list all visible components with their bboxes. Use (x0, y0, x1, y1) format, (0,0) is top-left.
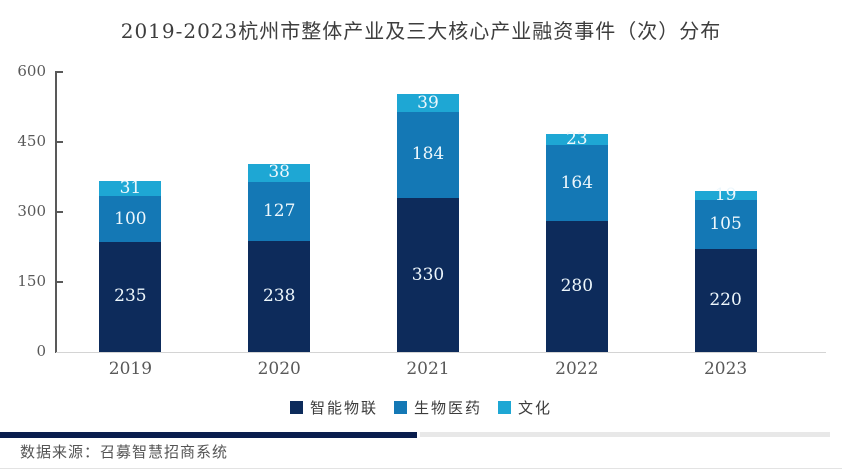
y-axis-tick (56, 71, 63, 73)
footer-divider-navy (0, 432, 417, 438)
legend-item: 文化 (498, 397, 552, 418)
bar-segment: 220 (694, 249, 757, 352)
bottom-hairline (0, 468, 842, 469)
bar-value-label: 127 (262, 200, 296, 221)
y-tick-label: 0 (36, 342, 46, 360)
legend-swatch (498, 401, 511, 414)
bar-segment: 105 (694, 200, 757, 250)
y-axis-tick (56, 281, 63, 283)
bar-segment: 184 (397, 112, 459, 198)
x-category-label: 2021 (406, 359, 450, 379)
bar-value-label: 39 (417, 92, 439, 113)
y-tick-label: 450 (17, 132, 46, 150)
bar-value-label: 164 (560, 172, 594, 193)
legend-swatch (393, 401, 407, 414)
x-category-label: 2020 (257, 359, 301, 379)
bar-segment: 19 (694, 185, 757, 206)
x-category-label: 2019 (108, 359, 153, 379)
legend-label: 生物医药 (413, 399, 482, 417)
bar-value-label: 23 (565, 129, 588, 150)
bar-value-label: 38 (268, 161, 290, 182)
legend-item: 智能物联 (289, 397, 378, 418)
footer-divider-gray (420, 432, 830, 437)
bar-value-label: 280 (560, 276, 594, 297)
y-axis-tick (56, 211, 63, 213)
bar-segment: 164 (545, 144, 608, 222)
bar-segment: 238 (248, 240, 311, 352)
bar-segment: 38 (248, 161, 311, 182)
y-axis-tick (56, 141, 63, 143)
bar-value-label: 238 (262, 285, 296, 306)
x-category-label: 2023 (703, 359, 748, 379)
y-tick-label: 600 (17, 62, 46, 80)
bar-segment: 235 (99, 242, 162, 352)
bar-segment: 39 (397, 94, 459, 112)
bar-value-label: 184 (411, 144, 445, 165)
bar-segment: 23 (545, 129, 608, 150)
bar-value-label: 330 (411, 265, 445, 285)
bar-segment: 31 (99, 178, 162, 199)
bar-value-label: 19 (714, 185, 737, 206)
legend-swatch (289, 401, 303, 414)
x-category-label: 2022 (555, 359, 599, 379)
source-note: 数据来源：召募智慧招商系统 (20, 443, 229, 461)
bar-segment: 127 (248, 181, 311, 241)
bar-value-label: 235 (114, 286, 147, 307)
x-axis-baseline (56, 352, 826, 353)
legend-item: 生物医药 (393, 397, 482, 418)
bar-segment: 280 (545, 221, 608, 352)
bar-segment: 330 (397, 198, 459, 352)
legend-label: 文化 (518, 399, 553, 417)
chart-title: 2019-2023杭州市整体产业及三大核心产业融资事件（次）分布 (120, 19, 722, 43)
legend-label: 智能物联 (309, 399, 378, 417)
bar-value-label: 220 (709, 290, 742, 311)
legend: 智能物联 生物医药 文化 (0, 397, 842, 418)
bar-value-label: 105 (709, 214, 742, 235)
bar-segment: 100 (99, 195, 162, 243)
y-tick-label: 300 (17, 202, 46, 220)
y-tick-label: 150 (17, 272, 46, 290)
bar-value-label: 31 (119, 178, 142, 199)
bar-value-label: 100 (114, 208, 147, 229)
